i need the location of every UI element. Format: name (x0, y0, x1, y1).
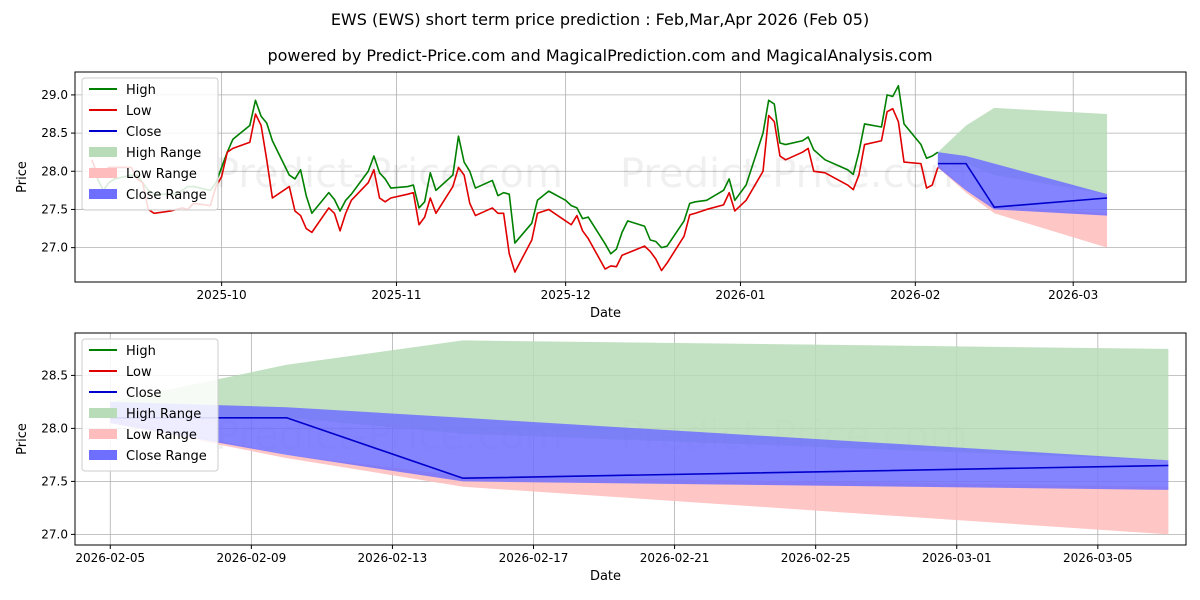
y-tick-label: 27.5 (41, 202, 68, 216)
y-tick-label: 27.0 (41, 527, 68, 541)
watermark: Predict-Price.com (620, 151, 968, 197)
chart-title: EWS (EWS) short term price prediction : … (330, 10, 870, 29)
low-range-legend-swatch (89, 429, 117, 439)
x-tick-label: 2026-02-21 (640, 551, 710, 565)
legend-label: High Range (126, 146, 201, 161)
x-tick-label: 2026-03 (1048, 288, 1098, 302)
x-tick-label: 2026-02-13 (358, 551, 428, 565)
close-range-band (110, 401, 1169, 490)
legend-label: Low Range (126, 167, 197, 182)
close-range-legend-swatch (89, 189, 117, 199)
high-range-band (937, 107, 1108, 195)
high-range-legend-swatch (89, 147, 117, 157)
legend-label: Close Range (126, 188, 207, 203)
legend-label: Close Range (126, 449, 207, 464)
chart-subtitle: powered by Predict-Price.com and Magical… (267, 46, 933, 65)
y-tick-label: 28.5 (41, 126, 68, 140)
chart-panel-2: Predict-Price.comPredict-Price.com2026-0… (15, 332, 1187, 584)
y-axis-label: Price (15, 161, 30, 193)
legend-label: High (126, 344, 156, 359)
x-axis-label: Date (590, 306, 621, 321)
legend-label: Close (126, 125, 161, 140)
legend: High Low Close High Range Low Range Close Ran… (81, 338, 219, 472)
legend-label: High Range (126, 407, 201, 422)
legend-label: Close (126, 386, 161, 401)
axes-frame (74, 332, 1187, 546)
chart-panel-1: Predict-Price.com Predict-Price.com 2025-1… (15, 71, 1187, 321)
x-tick-label: 2026-03-01 (922, 551, 992, 565)
x-tick-label: 2026-01 (715, 288, 765, 302)
x-tick-label: 2026-02 (890, 288, 940, 302)
x-tick-label: 2025-12 (541, 288, 591, 302)
x-tick-label: 2026-02-09 (216, 551, 286, 565)
legend: High Low Close High Range Low Range Close Ran… (81, 77, 219, 211)
low-range-band (110, 417, 1169, 535)
high-range-legend-swatch (89, 408, 117, 418)
y-tick-label: 27.0 (41, 241, 68, 255)
low-range-legend-swatch (89, 168, 117, 178)
y-tick-label: 28.5 (41, 368, 68, 382)
x-tick-label: 2026-02-25 (781, 551, 851, 565)
legend-label: High (126, 83, 156, 98)
legend-label: Low (126, 365, 152, 380)
x-tick-label: 2025-10 (197, 288, 247, 302)
x-axis-label: Date (590, 569, 621, 584)
watermark: Predict-Price.com (215, 151, 563, 197)
close-series-line (937, 162, 1108, 208)
close-range-legend-swatch (89, 450, 117, 460)
x-tick-label: 2026-03-05 (1063, 551, 1133, 565)
low-range-band (937, 163, 1108, 248)
y-axis-label: Price (15, 423, 30, 455)
low-series-line (91, 107, 939, 273)
axes-frame (74, 71, 1187, 283)
y-tick-label: 28.0 (41, 164, 68, 178)
legend-label: Low (126, 104, 152, 119)
x-tick-label: 2026-02-17 (499, 551, 569, 565)
y-tick-label: 28.0 (41, 421, 68, 435)
plot-area (91, 84, 1108, 273)
high-range-band (110, 340, 1169, 461)
y-tick-label: 29.0 (41, 88, 68, 102)
plot-area (110, 340, 1169, 535)
high-series-line (91, 84, 939, 255)
close-range-band (937, 152, 1108, 216)
legend-label: Low Range (126, 428, 197, 443)
y-tick-label: 27.5 (41, 474, 68, 488)
x-tick-label: 2026-02-05 (75, 551, 145, 565)
x-tick-label: 2025-11 (371, 288, 421, 302)
